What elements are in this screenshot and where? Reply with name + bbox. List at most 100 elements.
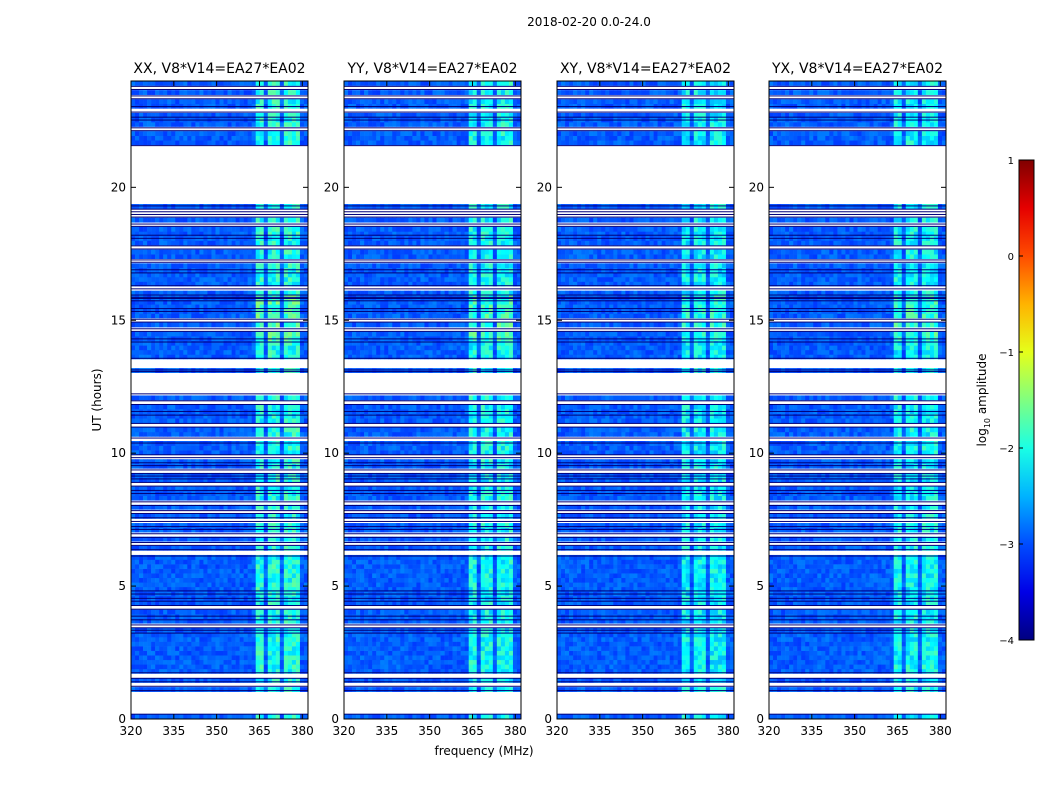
spectrum-cell bbox=[496, 573, 502, 579]
spectrum-cell bbox=[139, 263, 144, 269]
spectrum-cell bbox=[171, 354, 176, 360]
spectrum-cell bbox=[151, 99, 156, 105]
spectrum-cell bbox=[211, 345, 216, 351]
spectrum-cell bbox=[267, 573, 273, 579]
spectrum-cell bbox=[239, 636, 244, 642]
spectrum-cell bbox=[243, 668, 248, 674]
spectrum-cell bbox=[259, 122, 265, 127]
spectrum-cell bbox=[299, 459, 305, 465]
spectrum-cell bbox=[255, 641, 261, 647]
spectrum-cell bbox=[279, 404, 285, 410]
spectrum-cell bbox=[303, 641, 309, 647]
spectrum-cell bbox=[231, 582, 236, 588]
spectrum-cell bbox=[155, 513, 160, 519]
spectrum-cell bbox=[155, 331, 160, 337]
spectrum-cell bbox=[275, 404, 281, 410]
spectrum-cell bbox=[235, 331, 240, 337]
spectrum-cell bbox=[167, 545, 172, 551]
spectrum-cell bbox=[267, 99, 273, 105]
spectrum-cell bbox=[400, 641, 405, 647]
spectrum-cell bbox=[259, 131, 265, 136]
spectrum-cell bbox=[227, 427, 232, 433]
spectrum-cell bbox=[424, 636, 429, 642]
spectrum-cell bbox=[239, 523, 244, 528]
spectrum-cell bbox=[175, 664, 180, 670]
spectrum-cell bbox=[227, 272, 232, 278]
spectrum-cell bbox=[468, 668, 474, 674]
spectrum-cell bbox=[155, 231, 160, 237]
spectrum-cell bbox=[267, 609, 273, 615]
spectrum-cell bbox=[404, 632, 409, 638]
spectrum-cell bbox=[287, 349, 293, 355]
spectrum-cell bbox=[408, 659, 413, 665]
flag-edge bbox=[131, 318, 308, 320]
spectrum-cell bbox=[275, 445, 281, 451]
spectrum-cell bbox=[215, 81, 220, 86]
spectrum-cell bbox=[239, 427, 244, 433]
spectrum-cell bbox=[199, 354, 204, 360]
spectrum-cell bbox=[131, 445, 136, 451]
spectrum-cell bbox=[448, 655, 453, 661]
spectrum-cell bbox=[287, 340, 293, 346]
spectrum-cell bbox=[187, 131, 192, 136]
spectrum-cell bbox=[243, 395, 248, 401]
spectrum-cell bbox=[432, 586, 437, 592]
spectrum-cell bbox=[231, 331, 236, 337]
spectrum-cell bbox=[400, 577, 405, 583]
spectrum-cell bbox=[227, 582, 232, 588]
spectrum-cell bbox=[231, 636, 236, 642]
spectrum-cell bbox=[263, 263, 269, 269]
spectrum-cell bbox=[179, 254, 184, 260]
spectrum-cell bbox=[183, 304, 188, 310]
spectrum-cell bbox=[291, 81, 297, 86]
spectrum-cell bbox=[243, 131, 248, 136]
spectrum-cell bbox=[199, 641, 204, 647]
spectrum-cell bbox=[187, 322, 192, 328]
spectrum-cell bbox=[500, 646, 506, 651]
spectrum-cell bbox=[251, 340, 256, 346]
spectrum-cell bbox=[408, 714, 413, 720]
spectrum-cell bbox=[155, 668, 160, 674]
spectrum-cell bbox=[275, 340, 281, 346]
spectrum-cell bbox=[295, 354, 301, 360]
spectrum-cell bbox=[191, 240, 196, 246]
spectrum-cell bbox=[348, 573, 353, 579]
spectrum-cell bbox=[179, 272, 184, 278]
spectrum-cell bbox=[135, 99, 140, 105]
spectrum-cell bbox=[215, 664, 220, 670]
spectrum-cell bbox=[215, 659, 220, 665]
spectrum-cell bbox=[175, 445, 180, 451]
spectrum-cell bbox=[287, 368, 293, 373]
spectrum-cell bbox=[175, 431, 180, 437]
spectrum-cell bbox=[504, 655, 510, 661]
spectrum-cell bbox=[211, 331, 216, 337]
spectrum-cell bbox=[255, 687, 261, 692]
spectrum-cell bbox=[460, 609, 465, 615]
spectrum-cell bbox=[460, 664, 465, 670]
spectrum-cell bbox=[460, 632, 465, 638]
spectrum-cell bbox=[287, 131, 293, 136]
spectrum-cell bbox=[420, 646, 425, 651]
spectrum-cell bbox=[231, 586, 236, 592]
spectrum-cell bbox=[163, 463, 168, 469]
spectrum-cell bbox=[203, 545, 208, 551]
spectrum-cell bbox=[247, 463, 252, 469]
spectrum-cell bbox=[460, 600, 465, 606]
spectrum-cell bbox=[271, 404, 277, 410]
spectrum-cell bbox=[211, 281, 216, 287]
spectrum-cell bbox=[211, 618, 216, 624]
spectrum-cell bbox=[131, 664, 136, 670]
flag-edge bbox=[131, 213, 308, 215]
spectrum-cell bbox=[207, 636, 212, 642]
spectrum-cell bbox=[231, 641, 236, 647]
spectrum-cell bbox=[219, 714, 224, 720]
spectrum-cell bbox=[372, 668, 377, 674]
spectrum-cell bbox=[448, 636, 453, 642]
spectrum-cell bbox=[440, 632, 445, 638]
spectrum-cell bbox=[432, 668, 437, 674]
spectrum-cell bbox=[283, 404, 289, 410]
spectrum-cell bbox=[376, 659, 381, 665]
spectrum-cell bbox=[135, 559, 140, 565]
spectrum-cell bbox=[243, 90, 248, 95]
spectrum-cell bbox=[215, 131, 220, 136]
